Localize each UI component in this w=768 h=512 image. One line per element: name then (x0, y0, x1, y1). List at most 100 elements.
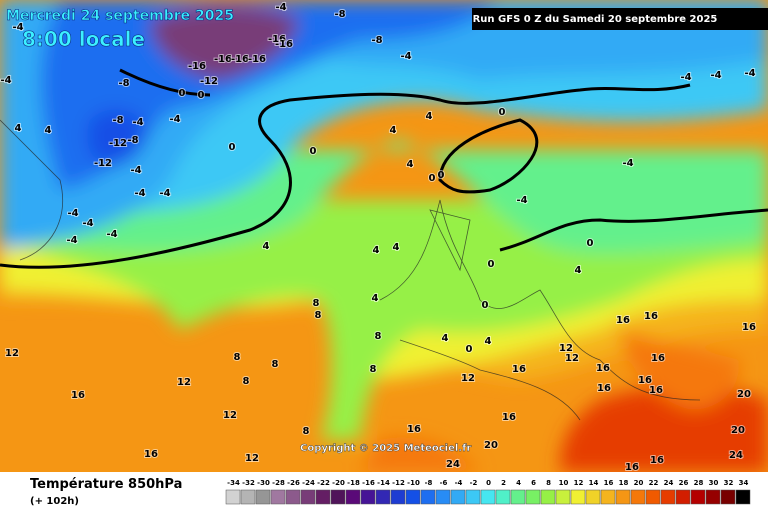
contour-label: 16 (71, 390, 85, 401)
colorbar-swatch (390, 489, 406, 505)
temperature-field (0, 0, 768, 472)
contour-label: 0 (179, 88, 186, 99)
zero-isotherm (0, 68, 768, 269)
contour-label: -16 (248, 54, 266, 65)
contour-label: 24 (446, 459, 460, 470)
colorbar-label: -24 (302, 479, 315, 487)
contour-label: -12 (94, 158, 112, 169)
colorbar-swatch (720, 489, 736, 505)
colorbar-label: -8 (425, 479, 433, 487)
contour-label: 16 (407, 424, 421, 435)
colorbar-label: -26 (287, 479, 300, 487)
contour-label: 16 (742, 322, 756, 333)
contour-label: 4 (372, 293, 379, 304)
footer-title: Température 850hPa (30, 477, 182, 492)
contour-label: -4 (106, 229, 117, 240)
contour-label: 8 (313, 298, 320, 309)
contour-label: -16 (214, 54, 232, 65)
contour-label: -4 (67, 208, 78, 219)
colorbar-label: 0 (486, 479, 491, 487)
colorbar-swatch (240, 489, 256, 505)
colorbar-label: -22 (317, 479, 330, 487)
colorbar-swatch (465, 489, 481, 505)
contour-label: 4 (485, 336, 492, 347)
colorbar-swatch (225, 489, 241, 505)
colorbar-label: -18 (347, 479, 360, 487)
contour-label: 4 (407, 159, 414, 170)
contour-label: 16 (644, 311, 658, 322)
contour-label: 16 (625, 462, 639, 473)
colorbar-label: -14 (377, 479, 390, 487)
contour-label: -16 (275, 39, 293, 50)
contour-label: 12 (223, 410, 237, 421)
colorbar-label: 20 (634, 479, 644, 487)
contour-label: -4 (12, 22, 23, 33)
colorbar-swatch (705, 489, 721, 505)
colorbar-label: 14 (589, 479, 599, 487)
colorbar-label: 26 (679, 479, 689, 487)
colorbar-swatch (450, 489, 466, 505)
colorbar-swatch (480, 489, 496, 505)
contour-label: -4 (400, 51, 411, 62)
contour-label: -4 (710, 70, 721, 81)
contour-label: -8 (371, 35, 382, 46)
colorbar-label: 22 (649, 479, 659, 487)
contour-label: -4 (516, 195, 527, 206)
contour-label: 4 (575, 265, 582, 276)
colorbar-label: -28 (272, 479, 285, 487)
contour-label: -8 (118, 78, 129, 89)
contour-label: -4 (159, 188, 170, 199)
colorbar-swatch (600, 489, 616, 505)
colorbar-swatch (300, 489, 316, 505)
contour-label: 12 (461, 373, 475, 384)
contour-label: -16 (231, 54, 249, 65)
contour-label: 4 (390, 125, 397, 136)
contour-label: 20 (731, 425, 745, 436)
colorbar-swatch (510, 489, 526, 505)
contour-label: 12 (245, 453, 259, 464)
colorbar-label: 6 (531, 479, 536, 487)
copyright: Copyright © 2025 Meteociel.fr (300, 443, 471, 454)
coastlines (0, 119, 701, 421)
colorbar-swatch (330, 489, 346, 505)
contour-label: -4 (82, 218, 93, 229)
colorbar-swatch (735, 489, 751, 505)
contour-label: -4 (622, 158, 633, 169)
contour-label: -8 (127, 135, 138, 146)
colorbar-swatch (255, 489, 271, 505)
contour-label: -16 (268, 34, 286, 45)
run-banner (472, 8, 768, 30)
forecast-date: Mercredi 24 septembre 2025 (6, 8, 234, 24)
contour-label: 0 (488, 259, 495, 270)
contour-label: 0 (482, 300, 489, 311)
contour-label: 12 (5, 348, 19, 359)
contour-label: 4 (45, 125, 52, 136)
contour-label: 4 (263, 241, 270, 252)
colorbar-label: -4 (455, 479, 463, 487)
contour-label: 20 (484, 440, 498, 451)
colorbar-label: -10 (407, 479, 420, 487)
contour-label: 24 (729, 450, 743, 461)
colorbar-swatch (585, 489, 601, 505)
contour-label: -4 (66, 235, 77, 246)
colorbar-label: 32 (724, 479, 734, 487)
contour-label: 12 (177, 377, 191, 388)
contour-label: 16 (649, 385, 663, 396)
contour-label: 4 (373, 245, 380, 256)
colorbar-swatch (495, 489, 511, 505)
footer-subtitle: (+ 102h) (30, 496, 79, 507)
colorbar-label: 16 (604, 479, 614, 487)
contour-label: 20 (737, 389, 751, 400)
colorbar-swatch (570, 489, 586, 505)
contour-label: 8 (315, 310, 322, 321)
contour-label: 8 (303, 426, 310, 437)
contour-labels: -4-8-8-16-16-16-16-16-16-12-80 0-4-4 -4 -4-… (0, 1, 757, 474)
colorbar-label: 10 (559, 479, 569, 487)
colorbar-swatch (345, 489, 361, 505)
colorbar-label: 34 (739, 479, 749, 487)
colorbar-swatch (315, 489, 331, 505)
contour-label: 4 (442, 333, 449, 344)
colorbar-swatch (405, 489, 421, 505)
colorbar-label: 18 (619, 479, 629, 487)
contour-label: 8 (272, 359, 279, 370)
